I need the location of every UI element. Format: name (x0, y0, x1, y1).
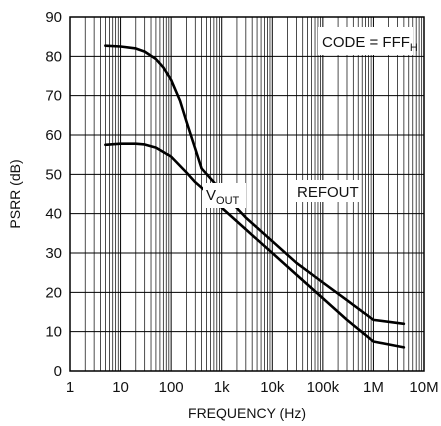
x-tick-label: 1M (363, 379, 384, 396)
x-tick-label: 1k (214, 379, 230, 396)
x-tick-label: 100k (307, 379, 340, 396)
y-tick-label: 10 (45, 324, 62, 341)
y-axis-label: PSRR (dB) (7, 159, 23, 228)
x-tick-label: 10k (260, 379, 285, 396)
y-tick-label: 40 (45, 206, 62, 223)
y-tick-label: 60 (45, 127, 62, 144)
y-tick-label: 90 (45, 9, 62, 26)
y-tick-label: 30 (45, 245, 62, 262)
x-tick-label: 10M (409, 379, 438, 396)
series-line-refout (104, 44, 406, 326)
tick-labels: 1 10 100 1k 10k 100k 1M 10M 0 10 20 30 40 50 60 70 80 90 (45, 9, 438, 396)
grid (70, 17, 424, 371)
refout-label: REFOUT (297, 184, 359, 201)
x-tick-label: 1 (66, 379, 74, 396)
y-tick-label: 80 (45, 48, 62, 65)
y-tick-label: 70 (45, 88, 62, 105)
vout-label: VOUT (206, 187, 240, 207)
y-tick-label: 0 (54, 363, 62, 380)
plot-frame (69, 16, 425, 372)
x-axis-label: FREQUENCY (Hz) (188, 405, 306, 421)
y-tick-label: 20 (45, 284, 62, 301)
x-tick-label: 100 (159, 379, 184, 396)
x-tick-label: 10 (112, 379, 129, 396)
code-annotation-box (318, 27, 413, 55)
y-tick-label: 50 (45, 166, 62, 183)
refout-label-box (294, 180, 360, 202)
code-annotation: CODE = FFFH (322, 34, 418, 54)
vout-label-box (203, 183, 246, 208)
